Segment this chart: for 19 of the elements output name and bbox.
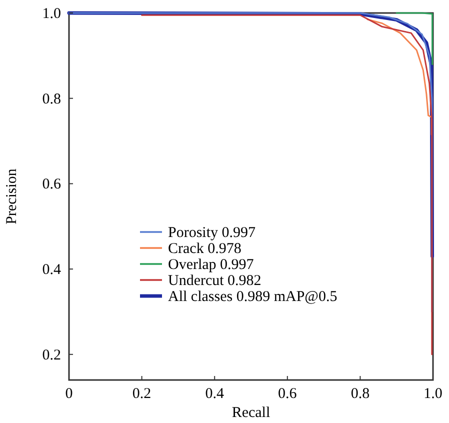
y-tick-label: 1.0 xyxy=(42,6,61,22)
legend-label: Overlap 0.997 xyxy=(168,257,254,273)
line-series xyxy=(141,14,433,356)
y-tick-label: 0.8 xyxy=(42,91,61,108)
x-tick-label: 0.2 xyxy=(132,386,152,402)
x-tick-label: 1.0 xyxy=(424,386,442,402)
x-tick-label: 0 xyxy=(65,386,73,402)
legend-label: Undercut 0.982 xyxy=(168,273,262,289)
x-tick-label: 0.4 xyxy=(205,386,224,402)
x-axis-title: Recall xyxy=(232,405,270,421)
x-tick-label: 0.8 xyxy=(350,386,370,402)
y-axis-title: Precision xyxy=(4,168,20,224)
y-tick-label: 0.2 xyxy=(42,347,61,364)
legend-label: All classes 0.989 mAP@0.5 xyxy=(168,289,338,305)
legend-label: Crack 0.978 xyxy=(168,241,242,257)
y-tick-label: 0.6 xyxy=(42,176,62,193)
x-tick-label: 0.6 xyxy=(278,386,298,402)
legend-label: Porosity 0.997 xyxy=(168,225,256,241)
y-tick-label: 0.4 xyxy=(42,262,62,278)
